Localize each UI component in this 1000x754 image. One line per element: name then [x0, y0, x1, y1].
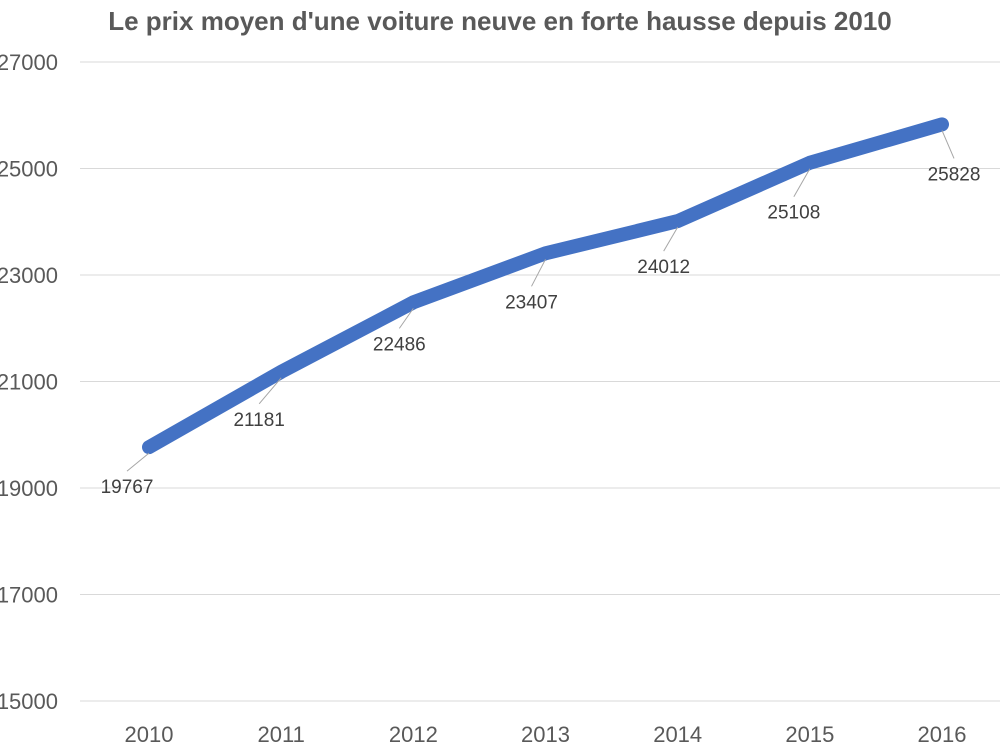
- x-tick-label: 2014: [653, 722, 702, 747]
- chart-title: Le prix moyen d'une voiture neuve en for…: [108, 6, 892, 36]
- x-tick-label: 2015: [785, 722, 834, 747]
- data-label: 22486: [373, 334, 426, 355]
- y-tick-label: 15000: [0, 689, 58, 714]
- data-labels: 19767 21181 22486 23407 24012 25108 25828: [101, 130, 981, 498]
- data-label-leader: [663, 226, 679, 252]
- x-tick-label: 2010: [125, 722, 174, 747]
- gridlines: [80, 61, 1000, 702]
- x-tick-label: 2011: [258, 722, 305, 747]
- series-layer: [142, 117, 950, 455]
- data-label-leader: [126, 452, 150, 472]
- data-label: 21181: [233, 410, 284, 431]
- data-label: 19767: [101, 477, 154, 498]
- y-tick-label: 25000: [0, 157, 58, 182]
- data-label: 24012: [637, 257, 690, 278]
- data-label-leader: [793, 168, 811, 197]
- data-label: 23407: [505, 292, 558, 313]
- y-tick-label: 27000: [0, 50, 58, 75]
- series-line: [142, 117, 950, 455]
- data-label-leader: [941, 130, 955, 159]
- y-tick-label: 17000: [0, 583, 58, 608]
- data-label-leader: [531, 259, 546, 287]
- y-tick-label: 19000: [0, 476, 58, 501]
- x-axis-tick-labels: 2010 2011 2012 2013 2014 2015 2016: [125, 722, 967, 747]
- x-tick-label: 2016: [918, 722, 967, 747]
- x-tick-label: 2013: [521, 722, 570, 747]
- y-tick-label: 21000: [0, 370, 58, 395]
- y-axis-tick-labels: 15000 17000 19000 21000 23000 25000 27000: [0, 50, 58, 714]
- data-label-leader: [398, 308, 414, 329]
- data-label: 25108: [767, 203, 820, 224]
- x-tick-label: 2012: [389, 722, 438, 747]
- data-label-leader: [258, 377, 282, 405]
- y-tick-label: 23000: [0, 263, 58, 288]
- data-label: 25828: [928, 164, 981, 185]
